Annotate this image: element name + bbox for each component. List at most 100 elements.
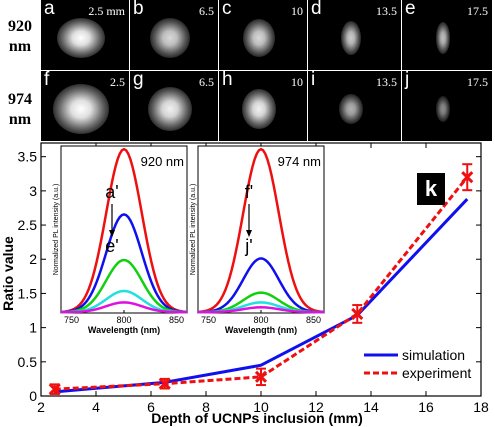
luminescence-spot <box>340 21 361 55</box>
arrow-head-icon <box>246 230 252 237</box>
legend-label-simulation: simulation <box>402 347 465 363</box>
luminescence-spot <box>436 22 450 54</box>
inset-arrow-top-label: a' <box>105 182 118 202</box>
image-panel-h: h 10 <box>219 71 307 141</box>
x-tick-label: 2 <box>37 399 45 415</box>
x-tick-label: 14 <box>363 399 379 415</box>
data-point <box>461 171 474 184</box>
depth-label: 6.5 <box>199 75 214 89</box>
image-panel-j: j 17.5 <box>402 71 492 141</box>
panel-letter: h <box>222 71 233 90</box>
inset-y-axis-label: Normalized PL intensity (a.u.) <box>190 184 197 276</box>
image-panel-c: c 10 <box>219 0 307 70</box>
x-tick-label: 10 <box>253 399 269 415</box>
inset-spectrum-curve <box>60 147 188 314</box>
row-label-bottom: nm <box>8 111 32 128</box>
luminescence-spot <box>243 19 275 57</box>
data-point <box>158 377 171 390</box>
luminescence-spot <box>57 18 105 58</box>
x-tick-label: 4 <box>92 399 100 415</box>
y-tick-label: 1 <box>29 320 37 336</box>
panel-letter: j <box>405 71 410 90</box>
depth-label: 6.5 <box>199 4 214 18</box>
image-panel-g: g 6.5 <box>130 71 218 141</box>
inset-arrow-top-label: f' <box>245 182 253 202</box>
depth-label: 17.5 <box>467 4 488 18</box>
inset-spectrum-curve <box>197 257 325 314</box>
y-tick-label: 0 <box>29 388 37 404</box>
y-tick-label: 2.5 <box>18 217 38 233</box>
depth-label: 2.5 <box>110 75 125 89</box>
arrow-head-icon <box>109 230 115 237</box>
image-panel-d: d 13.5 <box>308 0 401 70</box>
legend-label-experiment: experiment <box>402 365 471 381</box>
inset-spectrum-curve <box>60 258 188 314</box>
inset-chart-2: 750 800 850 Wavelength (nm) Normalized PL in… <box>190 145 325 335</box>
panel-letter: d <box>311 0 322 19</box>
depth-label: 10 <box>291 75 303 89</box>
inset-arrow-bottom-label: e' <box>105 236 118 256</box>
inset-spectrum-curve <box>60 213 188 314</box>
panel-letter: g <box>133 71 144 90</box>
x-tick-label: 12 <box>308 399 324 415</box>
inset-x-tick-label: 750 <box>201 315 216 325</box>
image-panel-e: e 17.5 <box>402 0 492 70</box>
panel-letter: e <box>405 0 416 19</box>
inset-x-axis-label: Wavelength (nm) <box>225 325 297 335</box>
inset-x-tick-label: 800 <box>116 315 131 325</box>
inset-x-axis-label: Wavelength (nm) <box>88 325 160 335</box>
depth-label: 10 <box>291 4 303 18</box>
panel-letter: f <box>44 71 50 90</box>
data-point <box>48 383 61 396</box>
depth-label: 13.5 <box>376 4 397 18</box>
luminescence-spot <box>53 84 109 134</box>
inset-arrow-bottom-label: j' <box>244 236 252 256</box>
panel-letter: a <box>44 0 55 19</box>
panel-label-k: k <box>417 173 445 205</box>
row-label-974: 974 nm <box>0 90 40 130</box>
luminescence-spot <box>436 96 450 122</box>
y-tick-label: 3 <box>29 183 37 199</box>
x-axis-label: Depth of UCNPs inclusion (mm) <box>151 410 363 426</box>
inset-spectrum-curve <box>197 147 325 314</box>
luminescence-spot <box>150 18 190 58</box>
panel-letter: i <box>311 71 316 90</box>
row-label-920: 920 nm <box>0 17 40 57</box>
y-tick-label: 2 <box>29 251 37 267</box>
row-label-top: 974 <box>8 91 32 108</box>
luminescence-spot <box>338 94 363 124</box>
inset-y-axis-label: Normalized PL intensity (a.u.) <box>53 184 60 276</box>
inset-wavelength-label: 974 nm <box>278 154 321 169</box>
data-point <box>351 307 364 321</box>
y-tick-label: 0.5 <box>18 354 38 370</box>
image-panel-b: b 6.5 <box>130 0 218 70</box>
y-tick-label: 1.5 <box>18 285 38 301</box>
panel-letter: b <box>133 0 144 19</box>
x-tick-label: 8 <box>202 399 210 415</box>
inset-wavelength-label: 920 nm <box>141 154 184 169</box>
y-axis-label: Ratio value <box>0 236 16 311</box>
image-panel-a: a 2.5 mm <box>41 0 129 70</box>
inset-x-tick-label: 850 <box>306 315 321 325</box>
data-point <box>254 370 268 383</box>
x-tick-label: 18 <box>473 399 489 415</box>
inset-frame <box>60 145 188 314</box>
row-label-bottom: nm <box>8 38 32 55</box>
depth-label: 13.5 <box>376 75 397 89</box>
inset-frame <box>197 145 325 314</box>
image-panel-i: i 13.5 <box>308 71 401 141</box>
image-panel-f: f 2.5 <box>41 71 129 141</box>
x-tick-label: 16 <box>418 399 434 415</box>
inset-x-tick-label: 750 <box>64 315 79 325</box>
row-label-top: 920 <box>8 18 32 35</box>
y-tick-label: 3.5 <box>18 149 38 165</box>
series-line-experiment <box>54 176 469 391</box>
inset-x-tick-label: 800 <box>253 315 268 325</box>
inset-spectrum-curve <box>60 301 188 314</box>
inset-x-tick-label: 850 <box>169 315 184 325</box>
depth-label: 17.5 <box>467 75 488 89</box>
x-tick-label: 6 <box>147 399 155 415</box>
depth-label: 2.5 mm <box>88 4 125 18</box>
